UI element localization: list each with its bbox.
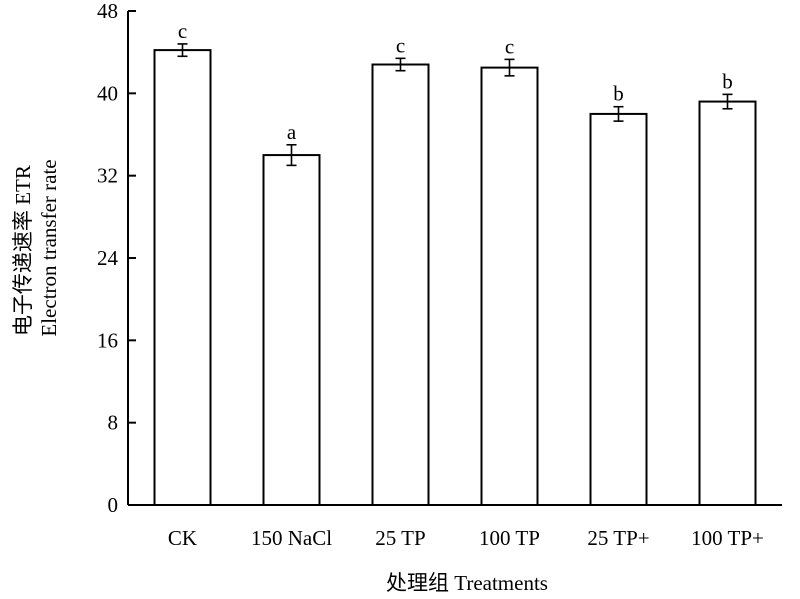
- error-bar-100-tp: [722, 93, 733, 110]
- significance-label-100-tp: c: [505, 34, 514, 58]
- y-tick-label-16: 16: [97, 328, 118, 352]
- error-bar-ck: [177, 43, 188, 58]
- y-axis-title: 电子传递速率 ETR Electron transfer rate: [11, 159, 61, 336]
- error-bar-100-tp: [504, 58, 515, 77]
- bars-group: c a c c b b: [153, 19, 757, 507]
- y-tick-label-0: 0: [108, 493, 119, 517]
- y-axis-ticks: 0 8 16 24 32 40 48: [97, 0, 136, 517]
- y-tick-label-40: 40: [97, 81, 118, 105]
- y-tick-label-32: 32: [97, 164, 118, 188]
- significance-label-25-tp: c: [396, 33, 405, 57]
- y-tick-label-24: 24: [97, 246, 119, 270]
- bar-100-tp: [480, 66, 539, 507]
- bar-25-tp: [589, 112, 648, 507]
- bar-ck: [153, 49, 212, 506]
- bar-150-nacl: [262, 154, 321, 506]
- x-axis-tick-labels: CK 150 NaCl 25 TP 100 TP 25 TP+ 100 TP+: [168, 526, 764, 550]
- x-tick-label-ck: CK: [168, 526, 197, 550]
- significance-label-ck: c: [178, 19, 187, 43]
- y-axis-title-line-2: Electron transfer rate: [37, 159, 61, 336]
- error-bar-25-tp: [395, 57, 406, 72]
- x-tick-label-25-tp: 25 TP+: [587, 526, 649, 550]
- x-tick-label-100-tp: 100 TP+: [691, 526, 764, 550]
- error-bar-25-tp: [613, 105, 624, 122]
- error-bar-150-nacl: [286, 143, 297, 167]
- significance-label-150-nacl: a: [287, 120, 297, 144]
- y-tick-label-8: 8: [108, 411, 119, 435]
- x-tick-label-100-tp: 100 TP: [479, 526, 540, 550]
- bar-25-tp: [371, 63, 430, 507]
- x-tick-label-25-tp: 25 TP: [375, 526, 425, 550]
- significance-label-25-tp: b: [613, 82, 624, 106]
- x-tick-label-150-nacl: 150 NaCl: [251, 526, 332, 550]
- bar-100-tp: [698, 100, 757, 506]
- x-axis-title: 处理组 Treatments: [386, 571, 548, 595]
- y-axis-title-line-1: 电子传递速率 ETR: [11, 165, 35, 336]
- significance-label-100-tp: b: [722, 69, 733, 93]
- y-tick-label-48: 48: [97, 0, 118, 23]
